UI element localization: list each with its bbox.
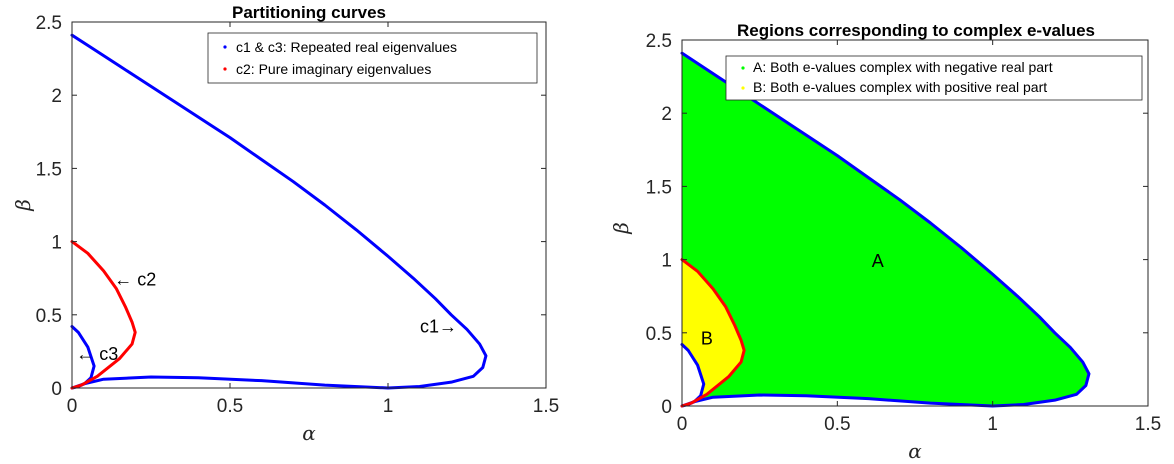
right-ticks: 0 0.5 1 1.5 0 0.5 1 1.5 2 2.5	[646, 31, 1162, 435]
left-legend-label-1: c2: Pure imaginary eigenvalues	[236, 61, 431, 77]
right-x-axis-label: α	[908, 439, 922, 463]
left-plot-content: ← c2 c1→ ← c3	[70, 33, 488, 390]
right-y-tick-label: 1	[661, 251, 672, 272]
left-x-tick-label: 0	[67, 396, 78, 417]
left-y-axis-label: β	[11, 199, 35, 212]
right-y-tick-label: 1.5	[646, 177, 672, 198]
left-y-tick-label: 0.5	[36, 306, 62, 327]
right-panel: Regions corresponding to complex e-value…	[609, 21, 1161, 463]
right-x-tick-label: 0.5	[824, 414, 850, 435]
left-annotation-0: ← c2	[114, 270, 156, 290]
left-ticks: 0 0.5 1 1.5 0 0.5 1 1.5 2 2.5	[36, 13, 560, 417]
right-y-tick-label: 2	[661, 104, 672, 125]
left-legend: c1 & c3: Repeated real eigenvalues c2: P…	[207, 32, 538, 84]
right-legend-label-0: A: Both e-values complex with negative r…	[753, 59, 1053, 75]
right-y-tick-label: 2.5	[646, 31, 672, 52]
right-region-label-0: A	[872, 251, 884, 271]
right-legend-marker-0	[741, 66, 745, 70]
left-y-tick-label: 1.5	[36, 159, 62, 180]
right-legend-label-1: B: Both e-values complex with positive r…	[753, 79, 1047, 95]
right-y-axis-label: β	[609, 222, 633, 235]
left-panel: Partitioning curves ← c2 c1→ ← c3 0 0.5 1 1.5…	[11, 3, 559, 445]
left-legend-label-0: c1 & c3: Repeated real eigenvalues	[236, 39, 457, 55]
left-y-tick-label: 0	[51, 379, 62, 400]
region-real-eigenvalues	[682, 344, 704, 406]
left-x-tick-label: 1.5	[533, 396, 559, 417]
right-plot-frame	[681, 39, 1149, 407]
left-chart-title: Partitioning curves	[232, 3, 386, 22]
right-y-tick-label: 0.5	[646, 324, 672, 345]
right-plot-content: AB	[680, 51, 1091, 408]
right-y-tick-label: 0	[661, 397, 672, 418]
right-chart-title: Regions corresponding to complex e-value…	[737, 21, 1095, 40]
left-plot-frame	[71, 21, 547, 389]
left-legend-marker-1	[223, 67, 227, 71]
right-boundary-blue-0	[680, 51, 1091, 408]
region-a	[682, 53, 1089, 407]
left-annotation-1: c1→	[420, 316, 457, 336]
right-region-label-1: B	[701, 329, 713, 349]
right-x-tick-label: 1	[987, 414, 998, 435]
left-annotation-2: ← c3	[76, 344, 118, 364]
left-y-tick-label: 1	[51, 233, 62, 254]
left-x-tick-label: 0.5	[217, 396, 243, 417]
right-legend-marker-1	[741, 86, 745, 90]
left-curve-2	[70, 240, 137, 390]
left-y-tick-label: 2.5	[36, 13, 62, 34]
left-y-tick-label: 2	[51, 86, 62, 107]
left-curve-0	[70, 33, 488, 390]
right-x-tick-label: 1.5	[1135, 414, 1161, 435]
left-legend-marker-0	[223, 45, 227, 49]
right-boundary-red	[680, 258, 746, 408]
left-legend-box	[207, 32, 538, 84]
right-x-tick-label: 0	[677, 414, 688, 435]
left-x-axis-label: α	[302, 421, 316, 445]
right-legend: A: Both e-values complex with negative r…	[725, 55, 1143, 101]
right-legend-box	[725, 55, 1143, 101]
left-x-tick-label: 1	[383, 396, 394, 417]
